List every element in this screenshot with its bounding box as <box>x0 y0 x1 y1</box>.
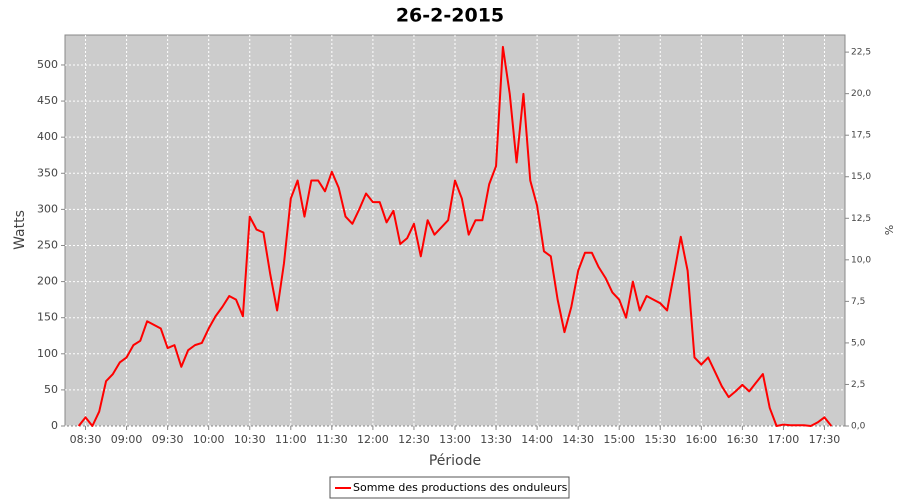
x-tick-label: 15:30 <box>644 433 676 446</box>
x-tick-label: 13:30 <box>480 433 512 446</box>
y-tick-label: 350 <box>37 166 58 179</box>
x-tick-label: 14:00 <box>521 433 553 446</box>
y2-tick-label: 2,5 <box>851 380 865 390</box>
x-tick-label: 13:00 <box>439 433 471 446</box>
x-tick-label: 17:00 <box>768 433 800 446</box>
y2-tick-label: 10,0 <box>851 255 871 265</box>
y2-tick-label: 20,0 <box>851 89 871 99</box>
x-tick-label: 12:30 <box>398 433 430 446</box>
y2-tick-label: 15,0 <box>851 172 871 182</box>
y-tick-label: 0 <box>51 419 58 432</box>
x-tick-label: 10:00 <box>193 433 225 446</box>
x-tick-label: 08:30 <box>70 433 102 446</box>
chart-title: 26-2-2015 <box>396 5 504 27</box>
y-tick-label: 100 <box>37 347 58 360</box>
legend-label: Somme des productions des onduleurs <box>353 481 568 494</box>
y2-tick-label: 7,5 <box>851 297 865 307</box>
y2-tick-label: 17,5 <box>851 131 871 141</box>
x-axis-label: Période <box>429 453 481 469</box>
y-axis-label: Watts <box>12 210 28 250</box>
y-tick-label: 300 <box>37 202 58 215</box>
x-tick-label: 16:00 <box>685 433 717 446</box>
x-tick-label: 10:30 <box>234 433 266 446</box>
x-tick-label: 11:00 <box>275 433 307 446</box>
y2-tick-label: 0,0 <box>851 422 866 432</box>
y-tick-label: 450 <box>37 94 58 107</box>
x-tick-label: 17:30 <box>809 433 841 446</box>
x-tick-label: 14:30 <box>562 433 594 446</box>
x-tick-label: 09:30 <box>152 433 184 446</box>
x-tick-label: 15:00 <box>603 433 635 446</box>
y-tick-label: 150 <box>37 311 58 324</box>
y2-tick-label: 12,5 <box>851 214 871 224</box>
y-tick-label: 400 <box>37 130 58 143</box>
y-tick-label: 250 <box>37 238 58 251</box>
y2-axis-label: % <box>883 225 896 235</box>
y-tick-label: 500 <box>37 58 58 71</box>
x-tick-label: 12:00 <box>357 433 389 446</box>
x-tick-label: 16:30 <box>727 433 759 446</box>
x-tick-label: 09:00 <box>111 433 143 446</box>
y2-tick-label: 5,0 <box>851 338 866 348</box>
legend <box>329 476 570 499</box>
x-tick-label: 11:30 <box>316 433 348 446</box>
y-tick-label: 50 <box>44 383 58 396</box>
y-tick-label: 200 <box>37 275 58 288</box>
y2-tick-label: 22,5 <box>851 48 871 58</box>
series-line <box>77 45 833 427</box>
